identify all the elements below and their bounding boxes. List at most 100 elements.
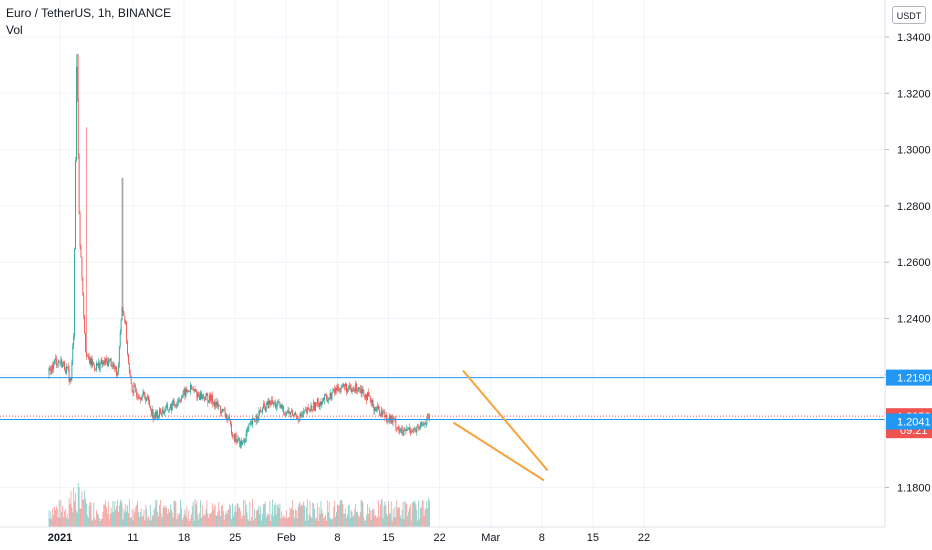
candle-body [269,400,271,405]
candle-body [306,407,308,414]
candle-body [194,389,196,392]
candle-body [259,410,261,412]
volume-bar [199,512,201,527]
volume-bar [384,501,386,527]
volume-bar [80,508,82,527]
candle-body [241,440,243,445]
volume-bar [201,505,203,527]
candle-body [385,415,387,418]
volume-bar [262,513,264,527]
volume-bar [416,509,418,527]
candle-body [263,403,264,408]
candle-body [122,307,124,313]
volume-bar [65,517,67,527]
volume-bar [422,501,424,527]
candle-body [175,405,177,407]
volume-bar [357,515,359,527]
volume-bar [274,503,276,527]
candle-body [61,359,63,368]
candle-body [103,360,105,363]
candle-body [75,67,77,161]
candle-body [291,410,293,412]
candle-body [80,246,82,258]
candle-body [304,410,305,412]
candle-body [54,358,56,361]
volume-bar [292,500,294,527]
volume-bar [180,499,181,527]
volume-bar [385,505,387,527]
volume-bar [341,500,343,527]
volume-bar [400,518,402,527]
volume-bar [213,506,215,527]
candle-body [410,431,412,433]
candle-body [76,67,78,99]
volume-bar [296,518,298,527]
volume-bar [118,505,120,527]
volume-bar [104,504,106,527]
candle-body [155,412,157,418]
candle-body [123,312,125,316]
volume-bar [73,487,75,527]
candle-body [107,360,109,366]
volume-bar [306,499,308,527]
y-tick-label: 1.2400 [897,314,931,326]
volume-bar [152,515,154,527]
volume-bar [227,510,229,527]
candle-body [86,351,87,357]
candle-body [146,397,148,402]
volume-bar [178,515,180,527]
candle-body [292,410,294,417]
candle-body [164,410,166,412]
candle-body [370,399,372,403]
volume-bar [417,520,419,527]
candle-body [270,404,272,405]
volume-bar [84,490,86,527]
volume-bar [378,517,380,527]
currency-button[interactable]: USDT [892,6,926,24]
candle-body [356,383,358,392]
volume-bar [247,518,249,527]
volume-bar [224,514,226,527]
candle-body [108,358,110,361]
candle-body [183,389,185,391]
candle-body [344,384,346,387]
candle-body [360,388,362,394]
volume-bar [413,500,415,527]
volume-bar [314,509,316,527]
candle-body [424,423,426,425]
candle-body [393,418,395,419]
volume-bar [107,501,109,527]
candle-body [266,401,268,405]
volume-bar [352,516,354,527]
candle-body [188,390,190,392]
candle-body [293,415,295,417]
volume-bar [113,511,115,527]
volume-bar [225,511,227,527]
candle-body [216,401,218,406]
candle-body [313,402,315,411]
candle-body [104,360,106,364]
volume-bar [135,506,137,527]
volume-bar [388,513,390,527]
volume-bar [257,508,259,527]
candle-body [144,394,146,399]
volume-bar [396,500,398,527]
candle-body [395,419,397,428]
candle-body [323,398,325,401]
candle-body [159,408,160,416]
candle-body [305,409,306,411]
candle-body [281,404,283,409]
candle-body [330,392,332,399]
candle-body [149,405,151,409]
volume-bar [144,520,146,527]
volume-bar [388,501,389,527]
candle-body [127,342,128,354]
candle-body [380,410,382,416]
candle-body [221,409,223,412]
candle-body [119,332,121,347]
candle-body [315,402,316,411]
candle-body [255,415,257,422]
candle-body [307,407,309,408]
candle-body [371,399,373,403]
